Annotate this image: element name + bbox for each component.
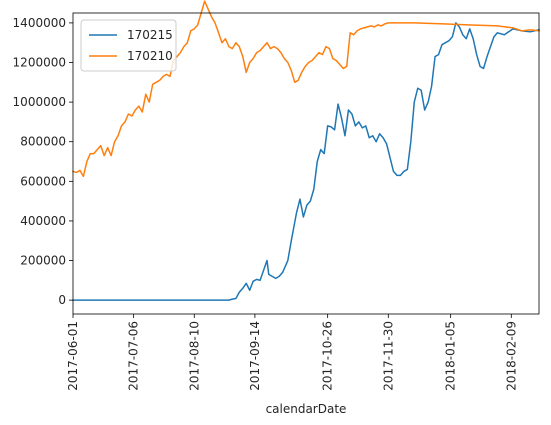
x-tick-label: 2017-08-10 [187,321,201,391]
y-tick-label: 200000 [20,254,66,268]
x-tick-label: 2018-01-05 [444,321,458,391]
series-line-170215 [72,22,540,301]
x-tick-label: 2018-02-09 [504,321,518,391]
legend: 170215 170210 [80,19,177,72]
x-tick-label: 2017-10-26 [321,321,335,391]
legend-entry-170215: 170215 [127,28,173,42]
y-tick-label: 600000 [20,174,66,188]
y-tick-label: 1200000 [13,56,66,70]
x-axis: 2017-06-01 2017-07-06 2017-08-10 2017-09-14… [66,314,518,391]
x-axis-label: calendarDate [266,402,347,416]
y-tick-label: 400000 [20,214,66,228]
series-line-170210 [72,0,540,178]
plot-frame [72,12,540,315]
x-tick-label: 2017-11-30 [381,321,395,391]
legend-entry-170210: 170210 [127,49,173,63]
x-tick-label: 2017-06-01 [66,321,80,391]
legend-box [80,19,177,72]
y-tick-label: 800000 [20,135,66,149]
x-tick-label: 2017-07-06 [127,321,141,391]
x-tick-label: 2017-09-14 [248,321,262,391]
series-layer [72,0,540,301]
y-axis: 0 200000 400000 600000 800000 1000000 1200000 1… [13,16,73,307]
y-tick-label: 0 [58,293,66,307]
y-tick-label: 1400000 [13,16,66,30]
y-tick-label: 1000000 [13,95,66,109]
